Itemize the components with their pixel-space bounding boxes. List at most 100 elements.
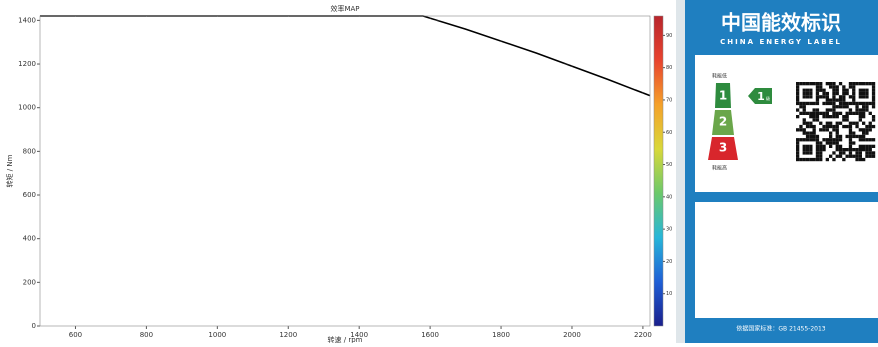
qr-module [802,121,806,125]
qr-module [835,131,839,135]
qr-module [871,85,876,89]
qr-module [822,148,826,152]
qr-module [812,157,816,162]
qr-module [799,128,803,132]
qr-module [862,91,866,96]
qr-module [796,95,800,99]
qr-module [848,148,853,152]
qr-module [799,124,803,129]
label-title: 中国能效标识 [721,11,841,35]
qr-module [871,95,876,99]
qr-module [796,154,800,158]
qr-module [838,95,843,99]
qr-module [815,157,820,162]
qr-module [815,144,820,148]
qr-module [802,95,806,99]
plot-background [40,16,650,326]
qr-module [825,111,829,115]
qr-module [838,151,843,155]
qr-module [796,141,800,145]
qr-module [838,105,843,109]
qr-module [805,148,810,152]
qr-module [852,148,856,152]
qr-module [865,148,869,152]
qr-module [832,105,836,109]
qr-module [812,134,816,139]
qr-module [802,111,806,115]
qr-module [829,131,833,135]
qr-module [845,105,849,109]
qr-module [812,128,816,132]
qr-module [842,105,846,109]
qr-module [809,124,813,129]
qr-module [848,121,853,125]
y-tick-label: 1000 [18,104,36,112]
qr-module [842,118,846,122]
qr-module [848,154,853,158]
qr-module [862,157,866,162]
qr-module [862,121,866,125]
qr-module [862,105,866,109]
qr-module [805,101,810,106]
qr-module [855,121,859,125]
qr-module [868,154,872,158]
qr-module [858,95,862,99]
qr-module [871,124,876,129]
qr-module [825,115,829,119]
qr-module [819,157,823,162]
qr-module [871,151,876,155]
qr-module [871,144,876,148]
qr-module [829,138,833,142]
qr-module [852,88,856,92]
qr-module [845,115,849,119]
qr-module [852,111,856,115]
qr-module [835,105,839,109]
qr-module [832,151,836,155]
qr-module [812,108,816,112]
qr-module [832,95,836,99]
qr-module [815,118,820,122]
qr-module [862,101,866,106]
qr-module [796,115,800,119]
y-tick-label: 600 [23,191,36,199]
chart-title: 效率MAP [330,4,359,13]
qr-module [805,124,810,129]
energy-label: 中国能效标识 CHINA ENERGY LABEL 耗能低 耗能高 1 2 3 … [685,0,878,343]
qr-module [845,154,849,158]
qr-module [835,124,839,129]
qr-module [865,91,869,96]
qr-module [799,105,803,109]
qr-module [865,138,869,142]
qr-module [815,101,820,106]
qr-module [858,148,862,152]
qr-module [871,154,876,158]
qr-module [848,128,853,132]
qr-module [848,108,853,112]
qr-module [835,138,839,142]
qr-module [852,121,856,125]
qr-module [862,138,866,142]
qr-module [852,85,856,89]
qr-module [812,82,816,86]
qr-module [815,154,820,158]
qr-module [796,88,800,92]
qr-module [819,154,823,158]
qr-module [871,118,876,122]
colorbar-tick-label: 50 [666,162,672,168]
low-label: 耗能低 [712,73,727,80]
standard-text: 依据国家标准：GB 21455-2013 [736,325,825,333]
qr-module [829,108,833,112]
qr-module [868,138,872,142]
qr-module [838,82,843,86]
qr-module [819,141,823,145]
qr-module [862,111,866,115]
qr-module [848,138,853,142]
qr-module [815,108,820,112]
qr-module [805,131,810,135]
qr-module [858,111,862,115]
qr-module [838,111,843,115]
qr-module [805,151,810,155]
qr-module [865,108,869,112]
qr-module [802,148,806,152]
qr-module [868,151,872,155]
